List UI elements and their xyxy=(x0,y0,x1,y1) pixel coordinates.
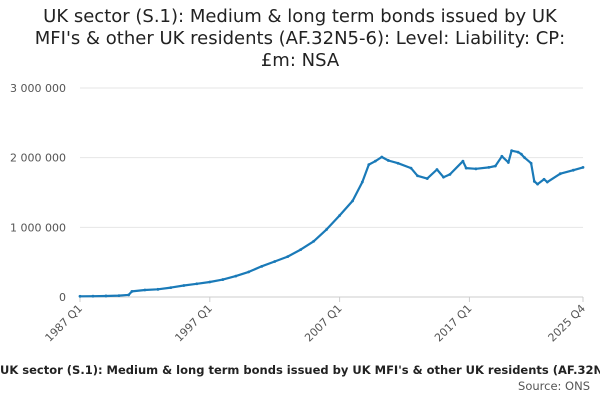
y-tick-label: 2 000 000 xyxy=(10,152,66,165)
x-tick-label: 2007 Q1 xyxy=(302,302,345,345)
data-point[interactable] xyxy=(286,255,290,258)
data-point[interactable] xyxy=(409,166,413,170)
data-point[interactable] xyxy=(510,149,514,153)
data-point[interactable] xyxy=(581,166,585,169)
y-tick-label: 1 000 000 xyxy=(10,221,66,234)
data-point[interactable] xyxy=(299,248,303,252)
y-axis-ticks: 0 1 000 000 2 000 000 3 000 000 xyxy=(10,82,66,304)
data-point[interactable] xyxy=(558,172,562,176)
data-point[interactable] xyxy=(143,288,147,292)
data-point[interactable] xyxy=(373,159,377,163)
data-point[interactable] xyxy=(571,168,575,172)
data-point[interactable] xyxy=(338,214,342,217)
data-point[interactable] xyxy=(442,175,445,179)
data-point[interactable] xyxy=(360,180,364,184)
data-point[interactable] xyxy=(386,159,390,162)
data-point[interactable] xyxy=(542,177,546,181)
data-point[interactable] xyxy=(425,177,429,180)
data-point[interactable] xyxy=(461,159,465,163)
data-point[interactable] xyxy=(396,161,400,165)
data-point[interactable] xyxy=(487,166,491,169)
data-point[interactable] xyxy=(91,294,95,298)
data-point[interactable] xyxy=(536,182,539,186)
data-point[interactable] xyxy=(532,179,536,183)
data-point[interactable] xyxy=(380,155,384,159)
x-tick-label: 2017 Q1 xyxy=(432,302,475,345)
data-point[interactable] xyxy=(312,239,316,243)
data-point[interactable] xyxy=(506,161,510,164)
x-tick-label: 1997 Q1 xyxy=(172,302,215,345)
data-point[interactable] xyxy=(273,260,277,263)
data-point[interactable] xyxy=(182,284,186,287)
data-point[interactable] xyxy=(516,150,520,154)
data-point[interactable] xyxy=(78,294,82,298)
data-point[interactable] xyxy=(367,163,371,167)
data-point[interactable] xyxy=(127,293,131,297)
data-point[interactable] xyxy=(545,180,549,184)
gridlines xyxy=(80,87,583,228)
y-tick-label: 3 000 000 xyxy=(10,82,66,95)
data-point[interactable] xyxy=(351,199,354,203)
data-point[interactable] xyxy=(435,168,439,171)
data-point[interactable] xyxy=(247,270,251,274)
data-point[interactable] xyxy=(221,278,225,281)
data-point[interactable] xyxy=(493,164,497,168)
y-tick-label: 0 xyxy=(59,291,66,304)
data-point[interactable] xyxy=(260,264,264,268)
data-point[interactable] xyxy=(169,286,173,289)
x-tick-label: 2025 Q4 xyxy=(546,302,589,345)
data-point[interactable] xyxy=(156,287,160,291)
data-point[interactable] xyxy=(474,167,478,171)
data-point[interactable] xyxy=(195,282,199,286)
data-point[interactable] xyxy=(234,274,238,278)
legend-caption: UK sector (S.1): Medium & long term bond… xyxy=(0,363,600,377)
data-point[interactable] xyxy=(500,154,504,158)
data-point[interactable] xyxy=(117,294,121,298)
data-point[interactable] xyxy=(416,174,419,178)
data-point[interactable] xyxy=(104,294,108,298)
data-point[interactable] xyxy=(325,228,329,231)
data-point[interactable] xyxy=(130,290,134,293)
chart-title: UK sector (S.1): Medium & long term bond… xyxy=(34,6,566,71)
series-points xyxy=(78,149,585,298)
source-note: Source: ONS xyxy=(518,379,590,393)
caption-text: UK sector (S.1): Medium & long term bond… xyxy=(0,363,600,377)
x-tick-label: 1987 Q1 xyxy=(43,302,86,345)
x-axis-ticks: 1987 Q1 1997 Q1 2007 Q1 2017 Q1 2025 Q4 xyxy=(43,297,589,345)
data-point[interactable] xyxy=(519,152,523,156)
series-line xyxy=(79,149,584,298)
data-point[interactable] xyxy=(529,161,533,165)
data-point[interactable] xyxy=(208,280,212,284)
data-point[interactable] xyxy=(448,172,452,176)
data-point[interactable] xyxy=(464,166,468,170)
data-point[interactable] xyxy=(523,156,526,160)
